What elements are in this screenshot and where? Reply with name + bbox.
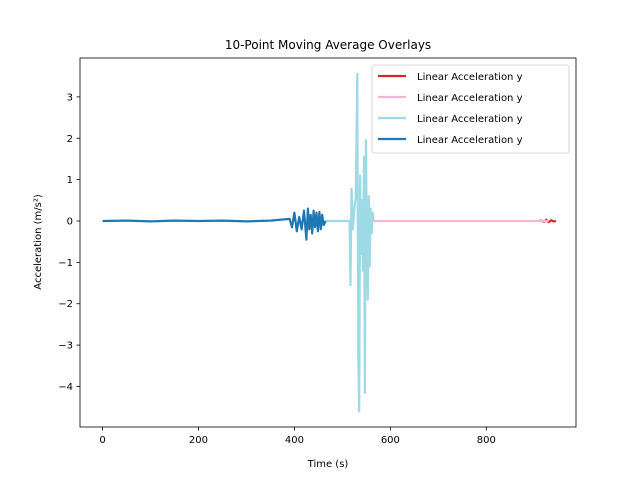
y-tick-label: 2 [67,134,73,145]
x-axis: 0 200 400 600 800 [99,427,496,446]
legend: Linear Acceleration y Linear Acceleration… [371,64,570,154]
y-tick-label: 3 [67,92,73,103]
series-line-3 [325,72,375,413]
legend-label-2: Linear Acceleration y [417,93,523,104]
y-axis-label: Acceleration (m/s²) [33,194,44,290]
series-line-4 [102,207,327,241]
chart-title: 10-Point Moving Average Overlays [225,38,431,52]
legend-label-4: Linear Acceleration y [417,135,523,146]
y-tick-label: 0 [67,216,73,227]
legend-label-3: Linear Acceleration y [417,114,523,125]
legend-box [371,64,570,154]
x-axis-label: Time (s) [307,459,349,470]
y-tick-label: −3 [58,341,73,352]
x-tick-label: 200 [189,435,208,446]
plot-area-frame [79,57,577,428]
y-tick-label: 1 [67,175,73,186]
x-tick-label: 600 [381,435,400,446]
y-axis: −4 −3 −2 −1 0 1 2 3 [58,92,80,393]
x-tick-label: 400 [285,435,304,446]
x-tick-label: 0 [99,435,105,446]
y-tick-label: −4 [58,382,73,393]
y-tick-label: −1 [58,258,73,269]
y-tick-label: −2 [58,299,73,310]
legend-label-1: Linear Acceleration y [417,72,523,83]
x-tick-label: 800 [477,435,496,446]
